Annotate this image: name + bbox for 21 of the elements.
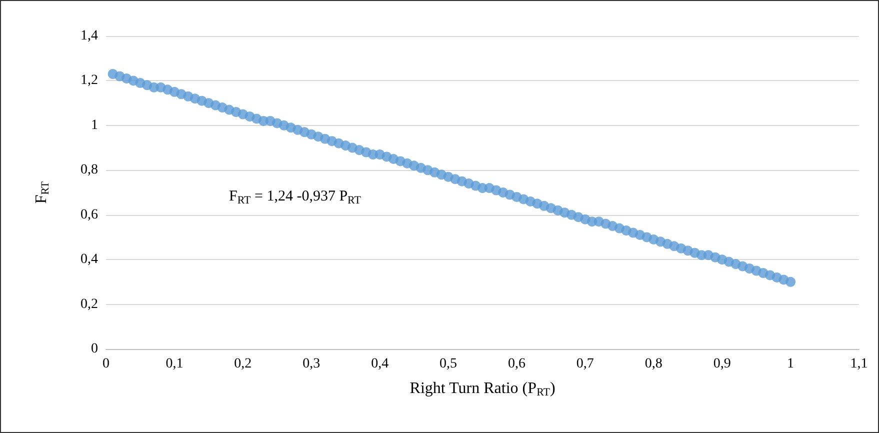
x-tick-label: 0,6 bbox=[508, 356, 526, 372]
x-tick-label: 0,3 bbox=[302, 356, 320, 372]
y-axis-title: FRT bbox=[33, 181, 52, 204]
x-tick-label: 0,2 bbox=[234, 356, 252, 372]
y-tick-label: 0,6 bbox=[80, 207, 98, 222]
x-tick-label: 1,1 bbox=[850, 356, 868, 372]
x-tick-label: 0,1 bbox=[166, 356, 184, 372]
x-tick-label: 0,4 bbox=[371, 356, 389, 372]
y-tick-label: 0,2 bbox=[80, 296, 98, 312]
x-tick-label: 1 bbox=[787, 356, 794, 372]
y-tick-label: 0 bbox=[91, 342, 98, 356]
y-tick-label: 0,8 bbox=[80, 162, 98, 178]
x-tick-label: 0,8 bbox=[644, 356, 662, 372]
x-tick-label: 0,5 bbox=[440, 356, 458, 372]
y-tick-label: 1,4 bbox=[80, 28, 98, 44]
x-tick-label: 0,9 bbox=[713, 356, 731, 372]
y-tick-label: 1 bbox=[91, 118, 98, 133]
y-tick-label: 1,2 bbox=[80, 73, 98, 88]
x-tick-label: 0,7 bbox=[576, 356, 594, 372]
y-tick-label: 0,4 bbox=[80, 252, 98, 268]
x-tick-label: 0 bbox=[102, 356, 110, 372]
